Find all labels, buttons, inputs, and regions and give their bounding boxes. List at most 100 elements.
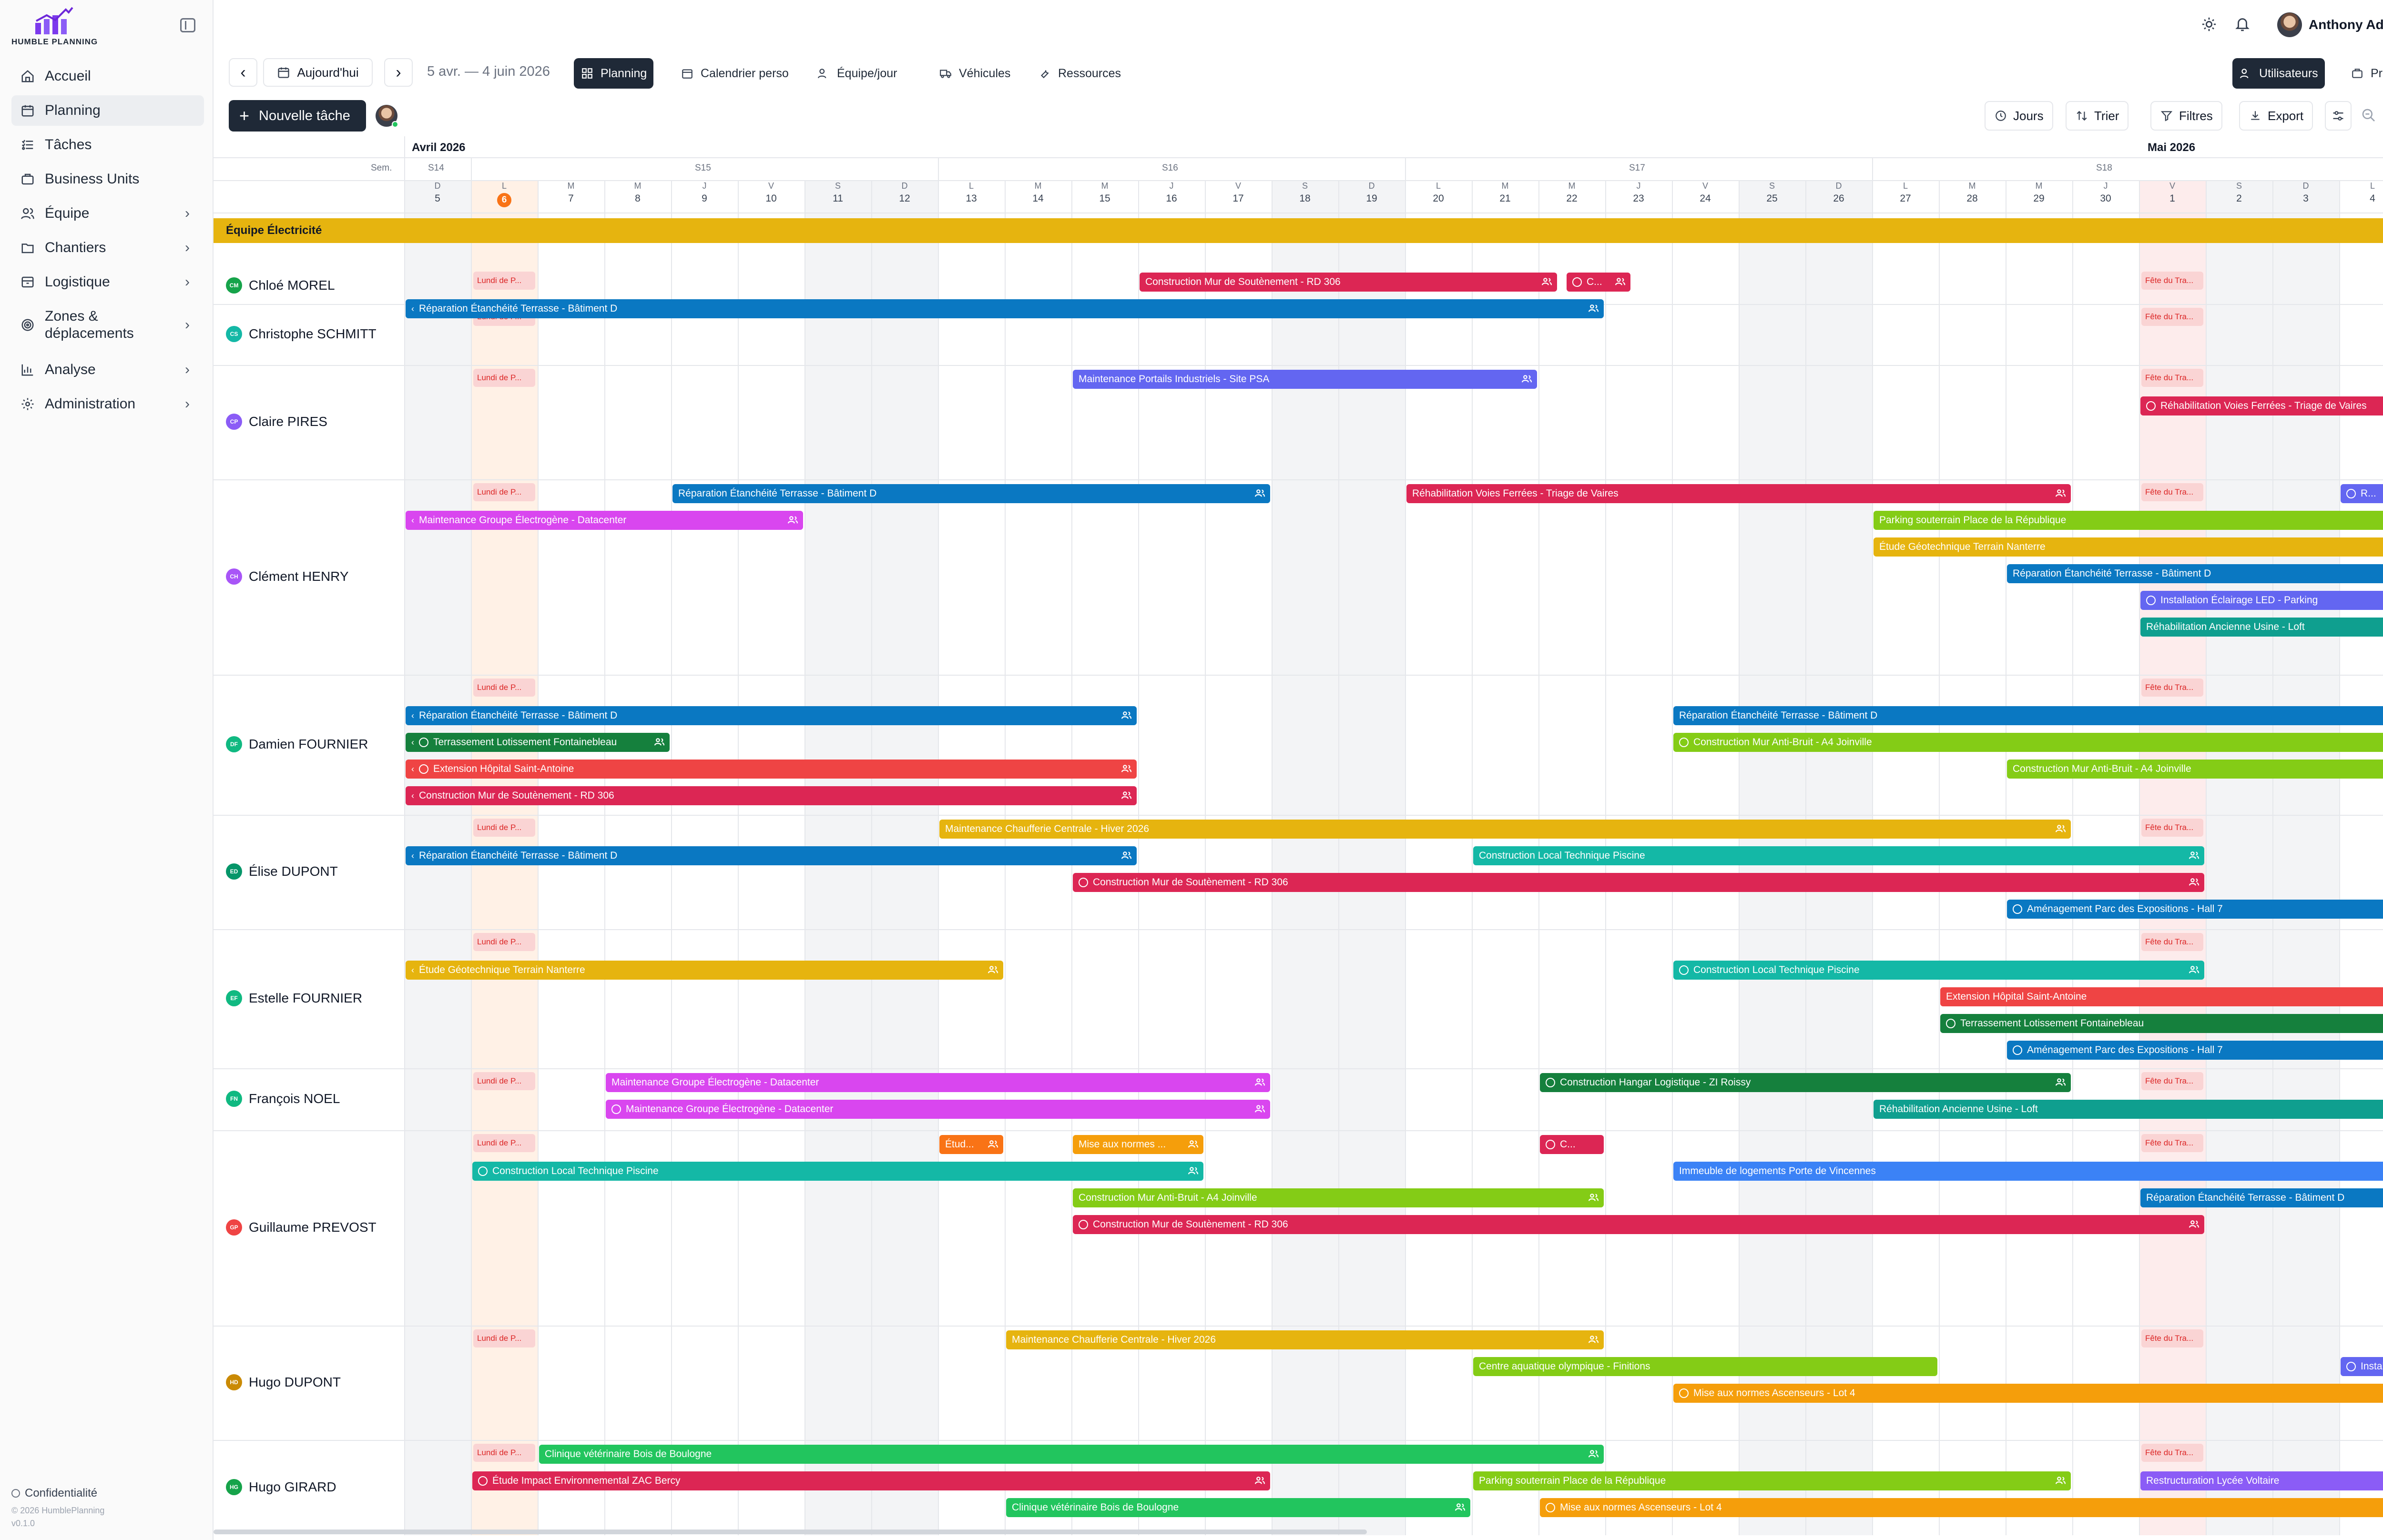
task-bar[interactable]: Réhabilitation Voies Ferrées - Triage de… <box>1406 484 2071 503</box>
holiday-chip[interactable]: Fête du Tra... <box>2141 1444 2203 1462</box>
task-bar[interactable]: Extension Hôpital Saint-Antoine <box>1940 987 2383 1006</box>
filters-button[interactable]: Filtres <box>2150 101 2222 131</box>
user-menu[interactable]: Anthony Admin <box>2277 11 2383 38</box>
day-header[interactable]: S 25 <box>1739 181 1805 211</box>
task-bar[interactable]: Réparation Étanchéité Terrasse - Bâtimen… <box>1673 706 2383 725</box>
holiday-chip[interactable]: Lundi de P... <box>473 1134 535 1152</box>
holiday-chip[interactable]: Fête du Tra... <box>2141 483 2203 501</box>
sidebar-toggle-icon[interactable] <box>180 18 195 32</box>
task-bar[interactable]: Construction Mur de Soutènement - RD 306 <box>1073 1215 2204 1234</box>
sidebar-item-planning[interactable]: Planning <box>11 95 204 126</box>
person-label[interactable]: FN François NOEL <box>226 1091 340 1107</box>
task-bar[interactable]: Réparation Étanchéité Terrasse - Bâtimen… <box>2007 564 2383 583</box>
holiday-chip[interactable]: Lundi de P... <box>473 369 535 387</box>
day-header[interactable]: M 29 <box>2006 181 2072 211</box>
holiday-chip[interactable]: Fête du Tra... <box>2141 679 2203 697</box>
sidebar-item-taches[interactable]: Tâches <box>11 130 204 160</box>
sidebar-item-accueil[interactable]: Accueil <box>11 61 204 91</box>
person-label[interactable]: HD Hugo DUPONT <box>226 1374 341 1390</box>
task-bar[interactable]: C... <box>1567 273 1630 292</box>
holiday-chip[interactable]: Lundi de P... <box>473 483 535 501</box>
task-bar[interactable]: Maintenance Groupe Électrogène - Datacen… <box>606 1073 1270 1092</box>
day-header[interactable]: L 20 <box>1405 181 1472 211</box>
task-bar[interactable]: ‹ Construction Mur de Soutènement - RD 30… <box>406 786 1137 805</box>
task-bar[interactable]: Maintenance Chaufferie Centrale - Hiver … <box>1006 1330 1604 1349</box>
day-header[interactable]: D 12 <box>871 181 938 211</box>
holiday-chip[interactable]: Fête du Tra... <box>2141 1134 2203 1152</box>
day-header[interactable]: M 15 <box>1071 181 1138 211</box>
task-bar[interactable]: ‹ Réparation Étanchéité Terrasse - Bâtime… <box>406 846 1137 865</box>
task-bar[interactable]: Maintenance Groupe Électrogène - Datacen… <box>606 1100 1270 1119</box>
day-header[interactable]: J 30 <box>2072 181 2139 211</box>
task-bar[interactable]: Parking souterrain Place de la Républiqu… <box>1473 1471 2071 1490</box>
person-label[interactable]: CH Clément HENRY <box>226 568 349 585</box>
task-bar[interactable]: Réparation Étanchéité Terrasse - Bâtimen… <box>672 484 1270 503</box>
settings-sliders-button[interactable] <box>2325 101 2352 131</box>
task-bar[interactable]: ‹ Étude Géotechnique Terrain Nanterre <box>406 961 1003 980</box>
person-label[interactable]: CP Claire PIRES <box>226 414 327 430</box>
holiday-chip[interactable]: Fête du Tra... <box>2141 272 2203 290</box>
holiday-chip[interactable]: Lundi de P... <box>473 679 535 697</box>
person-label[interactable]: CS Christophe SCHMITT <box>226 326 377 342</box>
task-bar[interactable]: Étude Géotechnique Terrain Nanterre <box>1874 537 2383 557</box>
tab-vehicules[interactable]: Véhicules <box>932 58 1017 89</box>
task-bar[interactable]: Construction Mur Anti-Bruit - A4 Joinvil… <box>1073 1188 1604 1207</box>
sort-button[interactable]: Trier <box>2066 101 2129 131</box>
task-bar[interactable]: Clinique vétérinaire Bois de Boulogne <box>1006 1498 1470 1517</box>
holiday-chip[interactable]: Lundi de P... <box>473 933 535 951</box>
day-header[interactable]: J 23 <box>1605 181 1672 211</box>
task-bar[interactable]: Mise aux normes Ascenseurs - Lot 4 <box>1540 1498 2383 1517</box>
day-header[interactable]: L 27 <box>1872 181 1939 211</box>
day-header[interactable]: M 14 <box>1005 181 1071 211</box>
avatar[interactable] <box>376 105 398 128</box>
task-bar[interactable]: Construction Local Technique Piscine <box>1473 846 2204 865</box>
new-task-button[interactable]: + Nouvelle tâche <box>229 100 366 132</box>
task-bar[interactable]: ‹ Réparation Étanchéité Terrasse - Bâtime… <box>406 299 1604 318</box>
export-button[interactable]: Export <box>2239 101 2313 131</box>
holiday-chip[interactable]: Lundi de P... <box>473 1444 535 1462</box>
task-bar[interactable]: Mise aux normes Ascenseurs - Lot 4 <box>1673 1384 2383 1403</box>
task-bar[interactable]: Réhabilitation Ancienne Usine - Loft <box>2140 618 2383 637</box>
sidebar-item-zones[interactable]: Zones & déplacements › <box>11 305 204 345</box>
task-bar[interactable]: Construction Hangar Logistique - ZI Rois… <box>1540 1073 2071 1092</box>
horizontal-scrollbar[interactable] <box>214 1530 1367 1534</box>
task-bar[interactable]: Réparation Étanchéité Terrasse - Bâtimen… <box>2140 1188 2383 1207</box>
day-header[interactable]: D 19 <box>1338 181 1405 211</box>
sidebar-item-chantiers[interactable]: Chantiers › <box>11 233 204 263</box>
sidebar-item-equipe[interactable]: Équipe › <box>11 198 204 229</box>
task-bar[interactable]: Parking souterrain Place de la Républiqu… <box>1874 511 2383 530</box>
task-bar[interactable]: Construction Local Technique Piscine <box>1673 961 2204 980</box>
next-period-button[interactable]: › <box>384 58 413 87</box>
sidebar-item-logistique[interactable]: Logistique › <box>11 267 204 297</box>
day-header[interactable]: V 10 <box>738 181 805 211</box>
task-bar[interactable]: ‹ Extension Hôpital Saint-Antoine <box>406 760 1137 779</box>
task-bar[interactable]: Étud... <box>939 1135 1003 1154</box>
task-bar[interactable]: Mise aux normes ... <box>1073 1135 1203 1154</box>
zoom-out-icon[interactable] <box>2361 108 2376 125</box>
sidebar-item-analyse[interactable]: Analyse › <box>11 355 204 385</box>
holiday-chip[interactable]: Fête du Tra... <box>2141 1072 2203 1090</box>
task-bar[interactable]: ‹ Maintenance Groupe Électrogène - Datace… <box>406 511 803 530</box>
day-header[interactable]: S 11 <box>805 181 871 211</box>
day-header[interactable]: M 28 <box>1939 181 2006 211</box>
task-bar[interactable]: Construction Mur Anti-Bruit - A4 Joinvil… <box>2007 760 2383 779</box>
holiday-chip[interactable]: Lundi de P... <box>473 1329 535 1348</box>
task-bar[interactable]: Installation Éclairage LED - Parking <box>2140 591 2383 610</box>
holiday-chip[interactable]: Fête du Tra... <box>2141 819 2203 837</box>
holiday-chip[interactable]: Lundi de P... <box>473 1072 535 1090</box>
tab-equipe-jour[interactable]: Équipe/jour <box>810 58 904 89</box>
person-label[interactable]: GP Guillaume PREVOST <box>226 1219 377 1236</box>
day-header[interactable]: D 26 <box>1805 181 1872 211</box>
day-header[interactable]: V 24 <box>1672 181 1739 211</box>
task-bar[interactable]: Construction Local Technique Piscine <box>472 1162 1203 1181</box>
holiday-chip[interactable]: Fête du Tra... <box>2141 1329 2203 1348</box>
holiday-chip[interactable]: Fête du Tra... <box>2141 369 2203 387</box>
day-header[interactable]: M 22 <box>1538 181 1605 211</box>
view-days-button[interactable]: Jours <box>1985 101 2053 131</box>
